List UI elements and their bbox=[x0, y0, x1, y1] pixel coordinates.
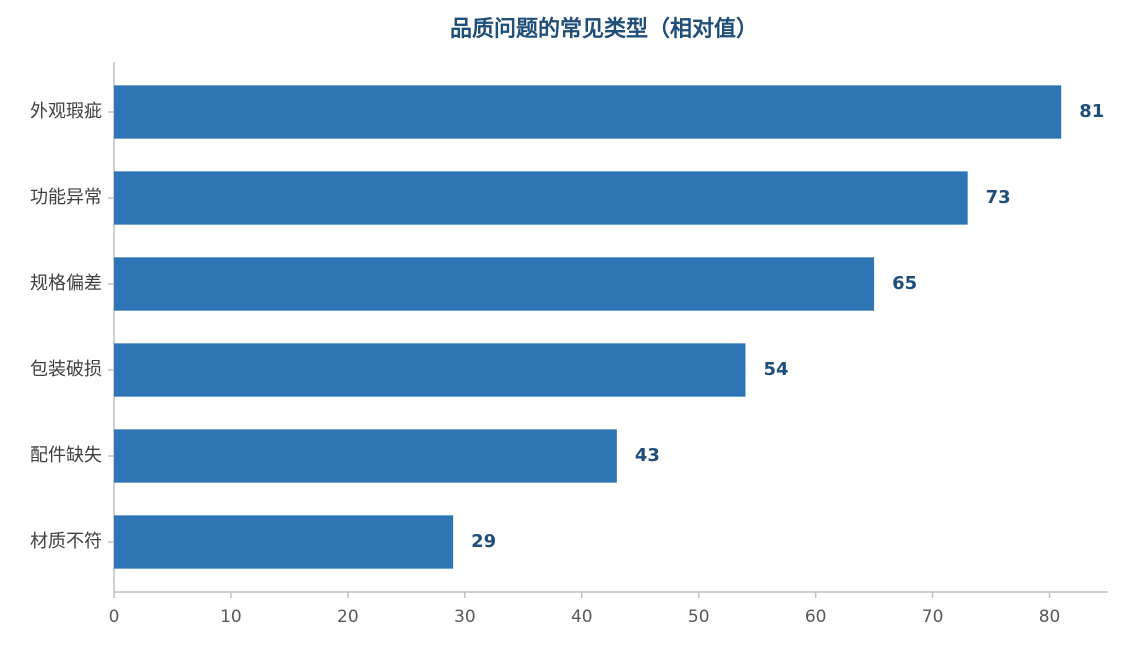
bar bbox=[114, 343, 746, 397]
x-tick-label: 40 bbox=[571, 607, 593, 627]
y-tick-label: 配件缺失 bbox=[30, 445, 102, 466]
x-tick-label: 80 bbox=[1039, 607, 1061, 627]
x-tick-label: 10 bbox=[220, 607, 242, 627]
y-tick-label: 包装破损 bbox=[30, 359, 102, 380]
x-tick-label: 70 bbox=[922, 607, 944, 627]
value-label: 54 bbox=[763, 359, 788, 380]
bar bbox=[114, 257, 875, 311]
y-tick-label: 功能异常 bbox=[30, 187, 102, 208]
y-tick-label: 材质不符 bbox=[30, 531, 102, 552]
bar bbox=[114, 515, 454, 569]
x-tick-label: 30 bbox=[454, 607, 476, 627]
bar bbox=[114, 171, 968, 225]
bar bbox=[114, 85, 1062, 139]
value-label: 73 bbox=[986, 187, 1011, 208]
bar bbox=[114, 429, 617, 483]
value-label: 43 bbox=[635, 445, 660, 466]
x-tick-label: 60 bbox=[805, 607, 827, 627]
x-tick-label: 0 bbox=[109, 607, 120, 627]
value-label: 29 bbox=[471, 531, 496, 552]
chart-title: 品质问题的常见类型（相对值） bbox=[450, 16, 758, 42]
x-tick-label: 50 bbox=[688, 607, 710, 627]
value-label: 65 bbox=[892, 273, 917, 294]
value-label: 81 bbox=[1079, 101, 1104, 122]
y-tick-label: 规格偏差 bbox=[30, 273, 102, 294]
x-tick-label: 20 bbox=[337, 607, 359, 627]
y-tick-label: 外观瑕疵 bbox=[30, 101, 102, 122]
